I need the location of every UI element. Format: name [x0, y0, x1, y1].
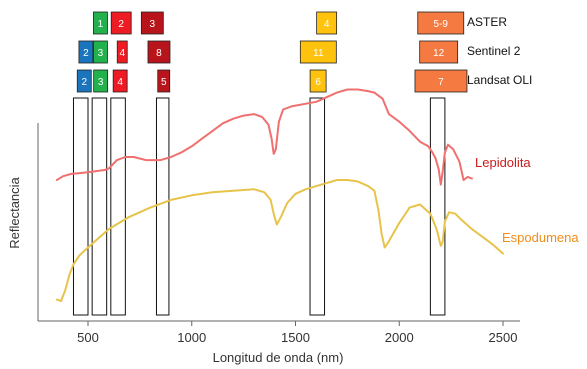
- band-label: 2: [81, 77, 87, 88]
- band-box: [110, 11, 132, 35]
- band-label: 3: [150, 19, 156, 30]
- band-box: [78, 40, 94, 64]
- band-box: [316, 11, 338, 35]
- band-label: 2: [83, 48, 89, 59]
- band-label: 7: [438, 77, 444, 88]
- band-label: 11: [313, 48, 324, 59]
- sensor-band-boxes: 1 2 3 4 5-92 3 4 8 11 122 3 4 5 6 7: [76, 11, 468, 93]
- band-box: [93, 40, 108, 64]
- band-label: 4: [117, 77, 123, 88]
- band-box: [112, 69, 128, 93]
- band-label: 8: [156, 48, 162, 59]
- band-windows: [72, 97, 446, 316]
- band-label: 5: [161, 77, 167, 88]
- band-label: 6: [315, 77, 321, 88]
- band-box: [417, 11, 465, 35]
- band-window: [155, 97, 170, 316]
- band-window: [72, 97, 89, 316]
- series-lines: [55, 88, 504, 303]
- x-axis-ticks: 500 1000 1500 2000 2500: [77, 321, 517, 345]
- sensor-label: Landsat OLI: [467, 73, 532, 87]
- x-tick-label: 500: [77, 330, 99, 345]
- sensor-label: ASTER: [467, 15, 507, 29]
- band-label: 4: [324, 19, 330, 30]
- x-tick-label: 2500: [489, 330, 518, 345]
- band-box: [157, 69, 171, 93]
- band-box: [76, 69, 92, 93]
- series-label-lepidolita: Lepidolita: [475, 155, 531, 170]
- x-axis-label: Longitud de onda (nm): [213, 350, 344, 365]
- band-label: 12: [433, 48, 445, 59]
- band-window: [309, 97, 326, 316]
- band-box: [116, 40, 128, 64]
- band-box: [93, 69, 109, 93]
- sensor-labels: ASTER Sentinel 2 Landsat OLI: [467, 15, 532, 87]
- band-label: 3: [98, 48, 104, 59]
- band-box: [140, 11, 164, 35]
- band-label: 2: [118, 19, 124, 30]
- y-axis-label: Reflectancia: [7, 176, 22, 248]
- band-box: [414, 69, 468, 93]
- band-box: [309, 69, 327, 93]
- series-label-espodumena: Espodumena: [502, 230, 579, 245]
- x-tick-label: 1500: [281, 330, 310, 345]
- band-window: [110, 97, 126, 316]
- band-label: 3: [98, 77, 104, 88]
- band-label: 1: [98, 19, 104, 30]
- band-box: [419, 40, 459, 64]
- band-window: [91, 97, 108, 316]
- series-line-lepidolita: [55, 88, 473, 186]
- x-tick-label: 1000: [177, 330, 206, 345]
- band-box: [299, 40, 337, 64]
- series-line-espodumena: [55, 179, 504, 303]
- band-box: [147, 40, 171, 64]
- band-box: [93, 11, 108, 35]
- sensor-label: Sentinel 2: [467, 44, 521, 58]
- band-label: 5-9: [434, 19, 449, 30]
- band-label: 4: [119, 48, 125, 59]
- x-tick-label: 2000: [385, 330, 414, 345]
- band-window: [429, 97, 446, 316]
